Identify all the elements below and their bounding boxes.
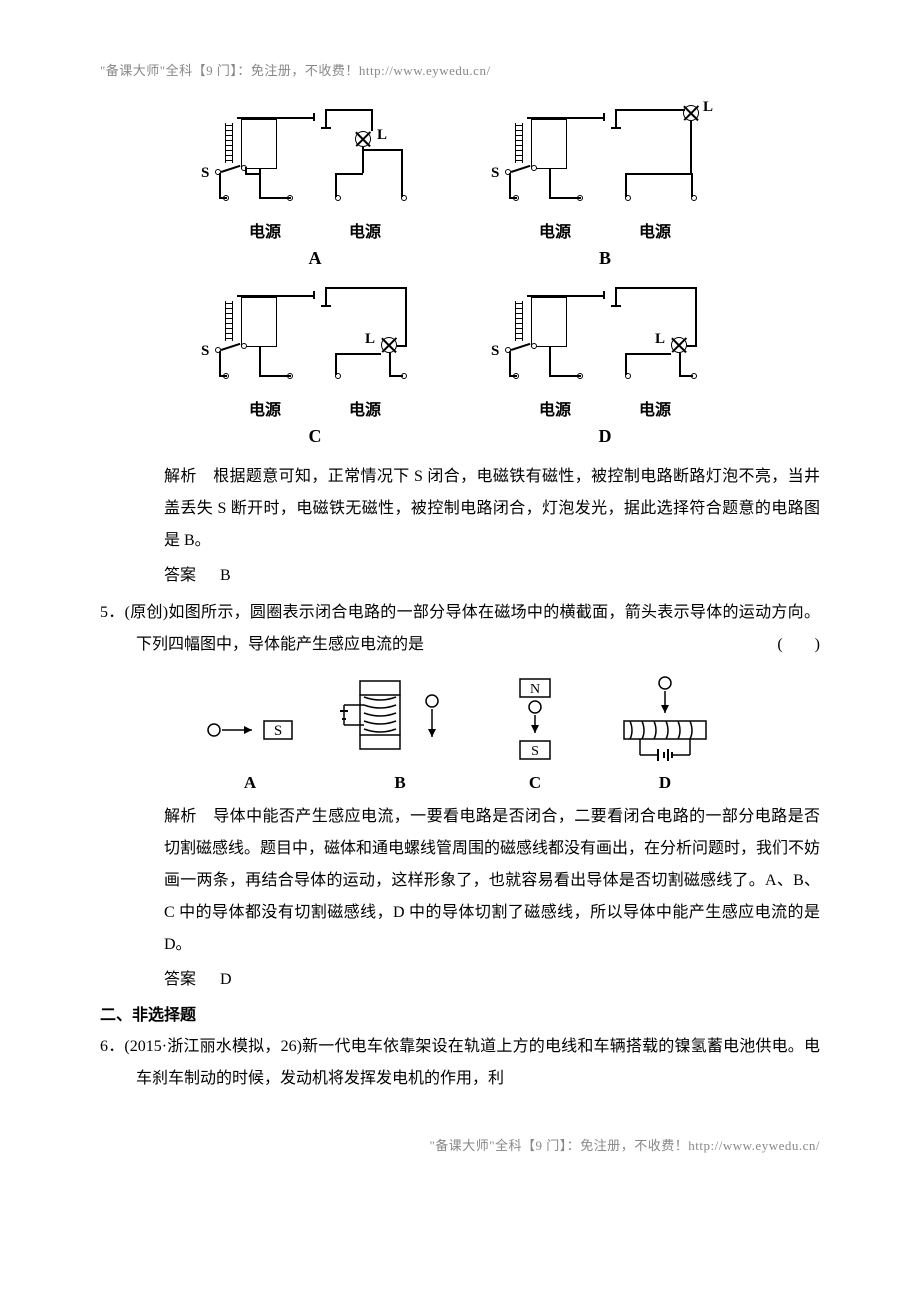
q6-number: 6． [100,1038,124,1055]
q5-diagram-letter-a: A [244,773,256,793]
q5-source: (原创) [125,604,169,621]
q5-diagram-d: D [610,675,720,793]
q5-answer-label: 答案 [164,971,196,988]
label-source-right: 电源 [349,218,381,242]
label-L: L [703,99,713,116]
q4-diagrams-row-2: L S 电源 [100,287,820,447]
q4-diagram-d: L S 电源 [495,287,715,447]
q5-diagrams: S A [100,675,820,793]
q5-analysis-label: 解析 [164,808,197,825]
q5-stem: 5．(原创)如图所示，圆圈表示闭合电路的一部分导体在磁场中的横截面，箭头表示导体… [100,597,820,661]
svg-text:S: S [274,723,282,739]
svg-text:S: S [531,744,539,759]
label-L: L [655,331,665,348]
label-source-left: 电源 [539,218,571,242]
page: "备课大师"全科【9 门】：免注册，不收费！http://www.eywedu.… [0,0,920,1234]
q4-diagram-c: L S 电源 [205,287,425,447]
q4-diagram-b: L S 电源 电源 [495,109,715,269]
q4-analysis: 解析 根据题意可知，正常情况下 S 闭合，电磁铁有磁性，被控制电路断路灯泡不亮，… [100,461,820,557]
svg-text:N: N [530,682,540,697]
q4-diagram-letter-a: A [309,248,322,269]
q4-answer-label: 答案 [164,567,196,584]
q5-analysis-text: 导体中能否产生感应电流，一要看电路是否闭合，二要看闭合电路的一部分电路是否切割磁… [164,808,820,953]
q5-analysis: 解析 导体中能否产生感应电流，一要看电路是否闭合，二要看闭合电路的一部分电路是否… [100,801,820,961]
label-S: S [201,165,209,182]
label-source-left: 电源 [539,396,571,420]
label-L: L [365,331,375,348]
q4-diagrams-row-1: L S [100,109,820,269]
q5-stem-text: 如图所示，圆圈表示闭合电路的一部分导体在磁场中的横截面，箭头表示导体的运动方向。… [136,604,820,653]
q5-diagram-c: N S C [500,675,570,793]
q4-diagram-letter-c: C [309,426,322,447]
q5-diagram-letter-c: C [529,773,541,793]
q5-diagram-a: S A [200,695,300,793]
q5-answer-value: D [220,971,232,989]
section-2-heading: 二、非选择题 [100,1001,820,1025]
q5-answer: 答案 D [164,965,820,989]
q5-svg-d [610,675,720,765]
label-L: L [377,127,387,144]
label-source-right: 电源 [639,396,671,420]
q4-diagram-letter-d: D [599,426,612,447]
label-S: S [491,165,499,182]
q4-analysis-label: 解析 [164,468,197,485]
q6-stem: 6．(2015·浙江丽水模拟，26)新一代电车依靠架设在轨道上方的电线和车辆搭载… [100,1031,820,1095]
label-S: S [201,343,209,360]
q4-answer: 答案 B [164,561,820,585]
q4-analysis-text: 根据题意可知，正常情况下 S 闭合，电磁铁有磁性，被控制电路断路灯泡不亮，当井盖… [164,468,820,549]
q5-svg-c: N S [500,675,570,765]
label-source-left: 电源 [249,396,281,420]
q5-svg-a: S [200,695,300,765]
q4-diagram-a: L S [205,109,425,269]
label-source-right: 电源 [349,396,381,420]
label-source-left: 电源 [249,218,281,242]
q5-diagram-letter-d: D [659,773,671,793]
q5-number: 5． [100,604,125,621]
q6-source: (2015·浙江丽水模拟，26) [124,1038,302,1055]
q4-answer-value: B [220,567,231,585]
q5-diagram-letter-b: B [394,773,405,793]
q5-svg-b [340,675,460,765]
label-S: S [491,343,499,360]
label-source-right: 电源 [639,218,671,242]
q5-diagram-b: B [340,675,460,793]
page-header: "备课大师"全科【9 门】：免注册，不收费！http://www.eywedu.… [100,60,820,79]
page-footer: "备课大师"全科【9 门】：免注册，不收费！http://www.eywedu.… [100,1135,820,1154]
q4-diagram-letter-b: B [599,248,611,269]
q5-bracket: ( ) [813,629,820,661]
